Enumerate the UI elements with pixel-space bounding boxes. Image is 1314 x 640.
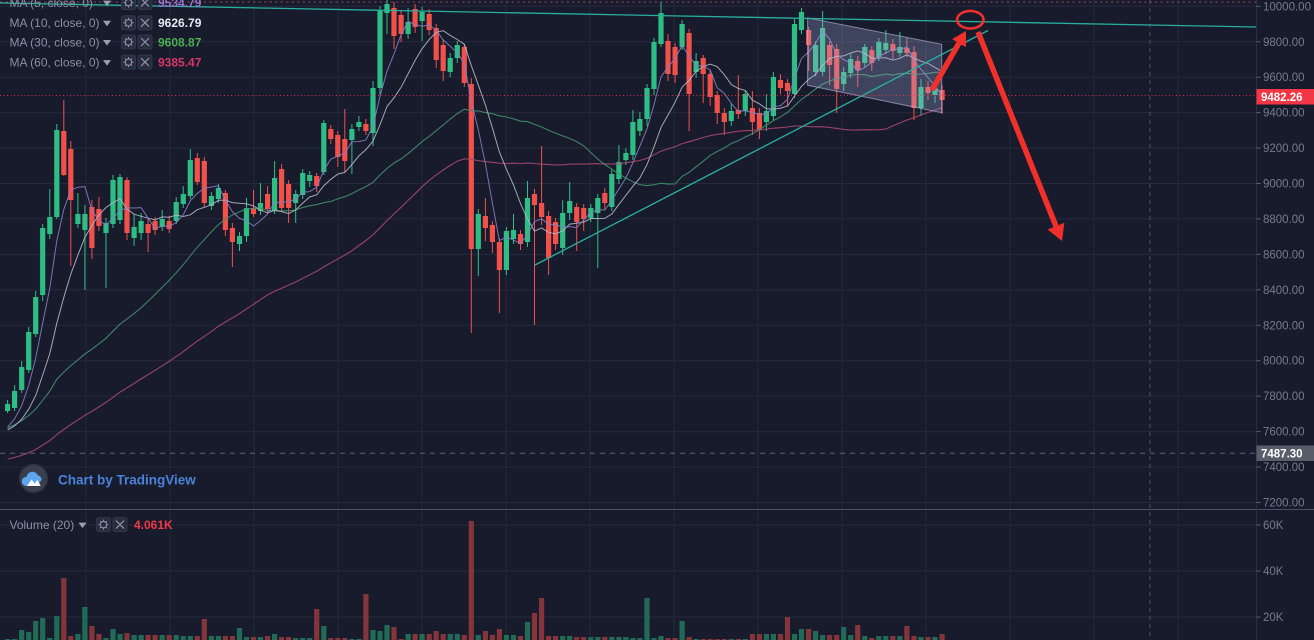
svg-text:8200.00: 8200.00 [1263,320,1305,332]
svg-text:8400.00: 8400.00 [1263,285,1305,297]
svg-text:Chart by TradingView: Chart by TradingView [58,473,196,488]
svg-text:MA (30, close, 0): MA (30, close, 0) [10,35,100,49]
svg-text:9482.26: 9482.26 [1261,92,1303,104]
svg-text:9626.79: 9626.79 [158,16,202,30]
svg-text:7487.30: 7487.30 [1261,449,1303,461]
svg-text:10000.00: 10000.00 [1263,1,1311,13]
svg-text:MA (5, close, 0): MA (5, close, 0) [10,0,93,10]
svg-text:8800.00: 8800.00 [1263,214,1305,226]
svg-text:7800.00: 7800.00 [1263,391,1305,403]
svg-text:20K: 20K [1263,612,1284,624]
svg-text:8600.00: 8600.00 [1263,249,1305,261]
svg-text:4.061K: 4.061K [134,518,173,532]
svg-text:9385.47: 9385.47 [158,55,202,69]
svg-text:9534.79: 9534.79 [158,0,202,10]
svg-text:9800.00: 9800.00 [1263,37,1305,49]
svg-text:7200.00: 7200.00 [1263,498,1305,510]
svg-text:7400.00: 7400.00 [1263,462,1305,474]
svg-text:9000.00: 9000.00 [1263,179,1305,191]
svg-text:7600.00: 7600.00 [1263,427,1305,439]
svg-text:Volume (20): Volume (20) [10,518,75,532]
svg-text:40K: 40K [1263,566,1284,578]
svg-text:9400.00: 9400.00 [1263,108,1305,120]
svg-text:9608.87: 9608.87 [158,35,202,49]
svg-text:9200.00: 9200.00 [1263,143,1305,155]
svg-text:60K: 60K [1263,520,1284,532]
svg-text:MA (10, close, 0): MA (10, close, 0) [10,16,100,30]
svg-text:8000.00: 8000.00 [1263,356,1305,368]
svg-text:MA (60, close, 0): MA (60, close, 0) [10,55,100,69]
svg-text:9600.00: 9600.00 [1263,72,1305,84]
